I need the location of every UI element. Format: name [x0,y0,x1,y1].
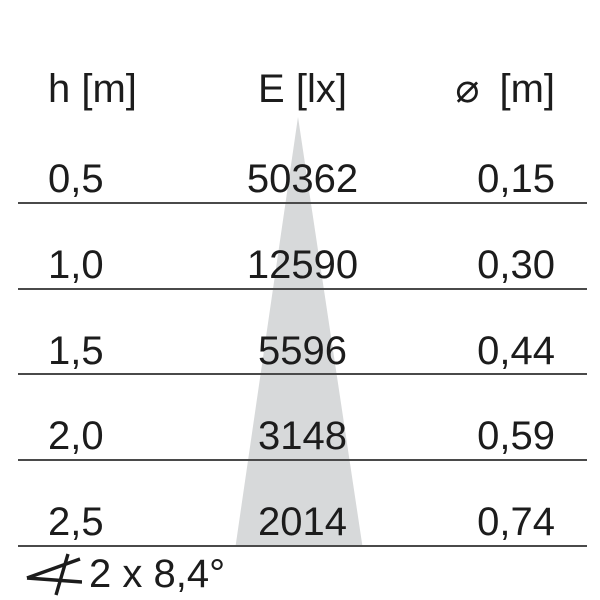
cell-height: 1,0 [48,242,104,287]
cell-illuminance: 2014 [258,500,347,545]
table-body: 0,5 50362 0,15 1,0 12590 0,30 1,5 5596 0… [18,118,587,547]
diameter-icon: ⌀ [455,67,480,112]
cell-illuminance: 5596 [258,328,347,373]
header-illuminance: E [lx] [258,67,347,112]
measured-angle-icon [26,553,82,596]
beam-angle-annotation: 2 x 8,4° [26,551,225,597]
cell-height: 2,0 [48,414,104,459]
header-diameter: ⌀ [m] [455,67,555,112]
table-row: 0,5 50362 0,15 [18,118,587,204]
cell-height: 0,5 [48,157,104,201]
cell-diameter: 0,59 [477,414,555,459]
cell-illuminance: 3148 [258,414,347,459]
header-height: h [m] [48,67,137,112]
cell-height: 2,5 [48,500,104,545]
cell-illuminance: 12590 [246,242,359,287]
table-row: 2,5 2014 0,74 [18,461,587,547]
cell-diameter: 0,44 [477,328,555,373]
cell-diameter: 0,30 [477,242,555,287]
cell-illuminance: 50362 [246,157,359,201]
header-diameter-unit: [m] [499,67,555,112]
cell-diameter: 0,74 [477,500,555,545]
table-header-row: h [m] E [lx] ⌀ [m] [18,60,587,112]
cell-diameter: 0,15 [477,157,555,201]
beam-angle-value: 2 x 8,4° [89,551,226,596]
table-row: 2,0 3148 0,59 [18,375,587,462]
cell-height: 1,5 [48,328,104,373]
table-row: 1,0 12590 0,30 [18,204,587,290]
table-row: 1,5 5596 0,44 [18,290,587,376]
